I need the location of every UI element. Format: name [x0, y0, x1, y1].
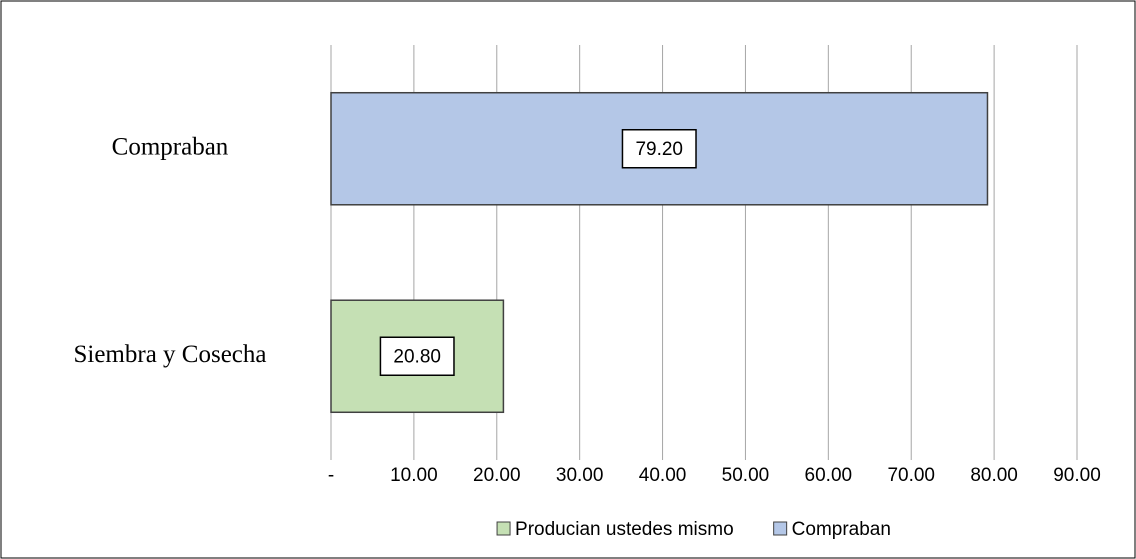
- x-tick-label: 60.00: [805, 465, 853, 486]
- x-tick-label: 90.00: [1053, 465, 1101, 486]
- legend-swatch: [773, 521, 788, 536]
- value-label-box: [379, 336, 455, 376]
- legend-label: Compraban: [792, 519, 891, 540]
- value-label: 79.20: [635, 139, 683, 160]
- x-tick-label: -: [328, 465, 334, 486]
- x-tick-label: 20.00: [473, 465, 521, 486]
- x-tick-label: 80.00: [970, 465, 1018, 486]
- x-tick-label: 30.00: [556, 465, 604, 486]
- value-label-box: [621, 129, 697, 169]
- x-tick-label: 70.00: [887, 465, 935, 486]
- legend-swatch: [496, 521, 511, 536]
- x-tick-label: 10.00: [390, 465, 438, 486]
- legend-label: Producian ustedes mismo: [515, 519, 734, 540]
- category-label: Siembra y Cosecha: [73, 341, 266, 368]
- x-tick-label: 50.00: [722, 465, 770, 486]
- category-label: Compraban: [112, 133, 229, 160]
- x-tick-label: 40.00: [639, 465, 687, 486]
- value-label: 20.80: [393, 346, 441, 367]
